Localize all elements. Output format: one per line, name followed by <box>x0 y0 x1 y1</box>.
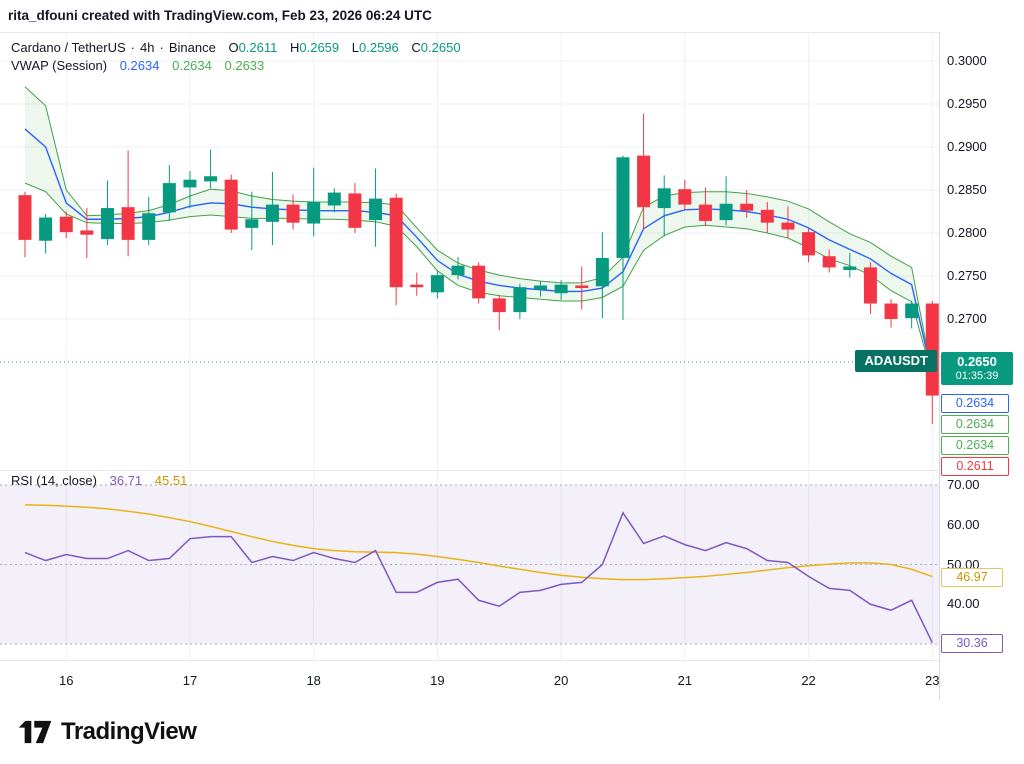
time-axis-label: 16 <box>59 673 74 688</box>
rsi-ma-value: 45.51 <box>154 473 188 488</box>
bar-countdown: 01:35:39 <box>955 370 999 382</box>
chart-area[interactable]: Cardano / TetherUS · 4h · Binance O0.2611 H0… <box>0 32 1024 700</box>
time-axis-border <box>0 660 1024 661</box>
time-axis-label: 17 <box>182 673 198 688</box>
ohlc-high: H0.2659 <box>289 40 340 55</box>
ohlc-low: L0.2596 <box>351 40 399 55</box>
symbol-legend-row: Cardano / TetherUS · 4h · Binance O0.2611 H0… <box>11 40 461 55</box>
vwap-indicator-label[interactable]: VWAP (Session) <box>11 58 108 73</box>
time-axis-label: 21 <box>677 673 693 688</box>
vwap-mid-value: 0.2634 <box>119 58 160 73</box>
current-price-badge: 0.2650 01:35:39 <box>941 352 1013 385</box>
attribution-bar: rita_dfouni created with TradingView.com… <box>0 0 1024 32</box>
attribution-text: rita_dfouni created with TradingView.com… <box>8 8 432 23</box>
price-axis-label: 0.3000 <box>947 53 987 68</box>
price-axis-label: 0.2850 <box>947 182 987 197</box>
price-line-label: 0.2634 <box>941 394 1009 413</box>
rsi-axis-label: 60.00 <box>947 516 980 532</box>
rsi-last-badge: 30.36 <box>941 633 1003 653</box>
ohlc-close: C0.2650 <box>411 40 461 55</box>
symbol-title[interactable]: Cardano / TetherUS <box>11 40 126 55</box>
time-axis-label: 22 <box>801 673 816 688</box>
vwap-lower-value: 0.2633 <box>224 58 265 73</box>
price-axis-label: 0.2750 <box>947 268 987 283</box>
time-axis-label: 18 <box>306 673 321 688</box>
rsi-axis-label: 40.00 <box>947 596 980 612</box>
rsi-pane-canvas[interactable] <box>0 470 940 660</box>
price-axis-label: 0.2700 <box>947 311 987 326</box>
price-axis-label: 0.2950 <box>947 96 987 111</box>
price-line-label: 0.2634 <box>941 436 1009 455</box>
pane-separator[interactable] <box>0 470 1024 471</box>
footer-bar: TradingView <box>0 700 1024 764</box>
vwap-upper-value: 0.2634 <box>172 58 212 73</box>
tradingview-logo-icon[interactable] <box>18 719 52 745</box>
price-pane-canvas[interactable] <box>0 32 940 470</box>
tradingview-logo-text[interactable]: TradingView <box>61 718 197 745</box>
time-axis-label: 20 <box>553 673 569 688</box>
price-axis-label: 0.2800 <box>947 225 987 240</box>
time-axis-label: 23 <box>925 673 940 688</box>
separator-dot: · <box>159 40 164 55</box>
interval-label[interactable]: 4h <box>140 40 155 55</box>
symbol-price-flag: ADAUSDT <box>855 350 937 372</box>
price-line-label: 0.2611 <box>941 457 1009 476</box>
rsi-indicator-label[interactable]: RSI (14, close) <box>11 473 97 488</box>
exchange-label[interactable]: Binance <box>168 40 216 55</box>
rsi-legend-row: RSI (14, close) 36.71 45.51 <box>11 473 187 488</box>
pane-top-border <box>0 32 1024 33</box>
symbol-flag-text: ADAUSDT <box>864 353 928 368</box>
current-price-value: 0.2650 <box>957 354 997 369</box>
rsi-ma-badge: 46.97 <box>941 567 1003 587</box>
price-line-label: 0.2634 <box>941 415 1009 434</box>
rsi-current-value: 36.71 <box>109 473 143 488</box>
ohlc-open: O0.2611 <box>228 40 278 55</box>
separator-dot: · <box>130 40 136 55</box>
time-axis-label: 19 <box>430 673 445 688</box>
price-axis-label: 0.2900 <box>947 139 987 154</box>
rsi-axis-label: 70.00 <box>947 477 980 492</box>
vwap-legend-row: VWAP (Session) 0.2634 0.2634 0.2633 <box>11 58 264 73</box>
